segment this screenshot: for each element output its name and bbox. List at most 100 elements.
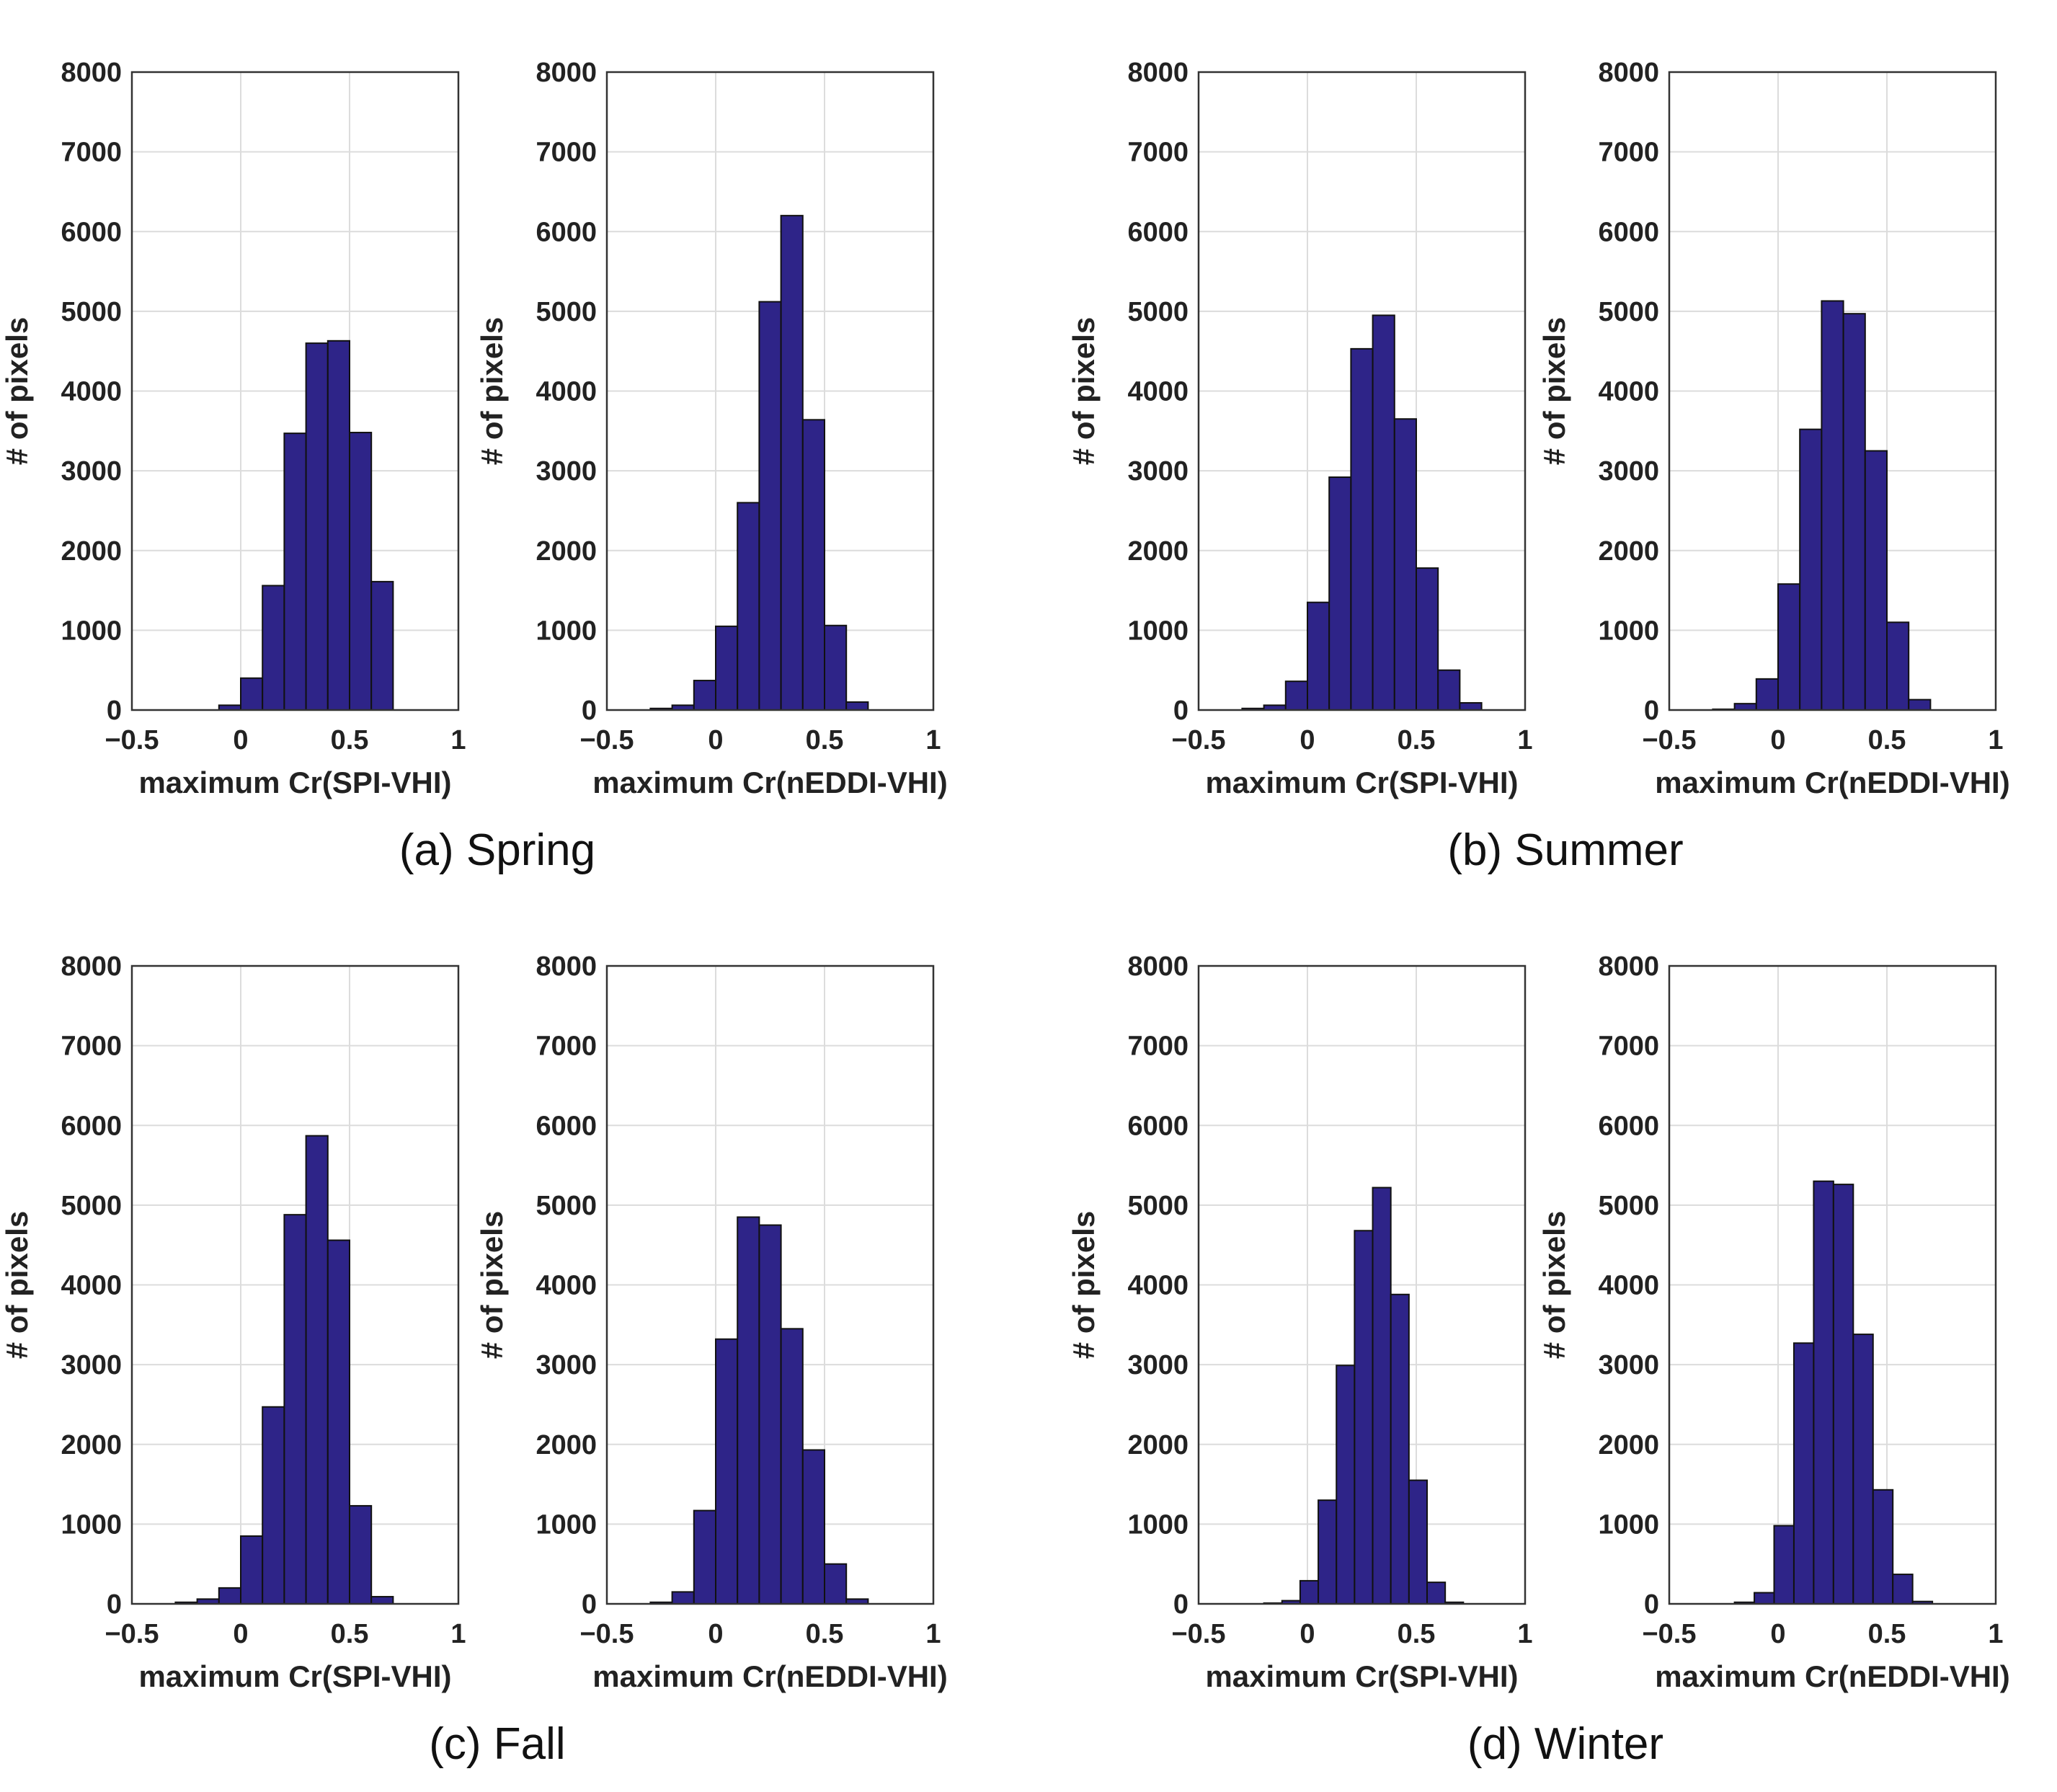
y-tick-label: 3000 (61, 456, 122, 487)
y-tick-label: 5000 (61, 1191, 122, 1221)
x-tick-label: 1 (1517, 1619, 1532, 1649)
x-tick-label: 1 (1988, 1619, 2003, 1649)
y-tick-label: 7000 (61, 1032, 122, 1062)
y-tick-label: 6000 (61, 1111, 122, 1141)
histogram-bar (1872, 1489, 1894, 1605)
plot-frame (130, 71, 460, 711)
histogram-bar (1777, 583, 1801, 711)
y-tick-label: 1000 (536, 616, 597, 646)
histogram-bar (1284, 680, 1309, 711)
histogram-bar (780, 1328, 804, 1605)
y-tick-label: 2000 (1127, 536, 1189, 567)
histogram-bar (1372, 314, 1395, 711)
y-tick-label: 0 (582, 1589, 597, 1620)
y-tick-label: 6000 (1127, 217, 1189, 247)
y-tick-label: 5000 (61, 297, 122, 327)
x-tick-label: 1 (925, 725, 941, 755)
histogram-bar (1799, 428, 1823, 711)
x-tick-label: 0 (233, 1619, 248, 1649)
y-tick-label: 3000 (1598, 456, 1659, 487)
histogram-bar (693, 1509, 716, 1605)
y-tick-label: 0 (107, 696, 122, 726)
y-tick-label: 6000 (61, 217, 122, 247)
y-tick-label: 4000 (61, 1271, 122, 1301)
x-tick-label: 1 (450, 725, 466, 755)
histogram-bar (1437, 669, 1461, 711)
y-tick-label: 7000 (536, 1032, 597, 1062)
histogram-bar (1318, 1499, 1338, 1605)
x-tick-label: −0.5 (105, 725, 159, 755)
y-axis-label: # of pixels (1067, 317, 1101, 465)
x-tick-label: −0.5 (1642, 725, 1696, 755)
plot-frame (1197, 964, 1527, 1605)
y-tick-label: 7000 (1127, 138, 1189, 168)
y-tick-label: 3000 (536, 456, 597, 487)
y-axis-label: # of pixels (1537, 317, 1571, 465)
y-tick-label: 7000 (1598, 138, 1659, 168)
y-tick-label: 7000 (1598, 1032, 1659, 1062)
histogram-bar (1408, 1479, 1429, 1605)
x-tick-label: 0 (708, 725, 723, 755)
x-tick-label: 0.5 (806, 1619, 844, 1649)
histogram-bar (370, 580, 394, 711)
histogram-bar (370, 1596, 394, 1605)
y-tick-label: 6000 (536, 217, 597, 247)
y-tick-label: 4000 (1598, 377, 1659, 407)
y-tick-label: 8000 (61, 952, 122, 982)
histogram-bar (240, 677, 264, 711)
histogram-bar (1459, 702, 1483, 711)
x-axis-label: maximum Cr(SPI-VHI) (138, 766, 451, 799)
y-tick-label: 0 (1173, 696, 1189, 726)
plot-frame (1668, 71, 1997, 711)
histogram-bar (1821, 300, 1844, 711)
y-tick-label: 2000 (61, 536, 122, 567)
y-tick-label: 4000 (1127, 1271, 1189, 1301)
y-tick-label: 8000 (536, 952, 597, 982)
y-tick-label: 5000 (1127, 1191, 1189, 1221)
x-tick-label: 0.5 (806, 725, 844, 755)
x-tick-label: 0.5 (331, 725, 369, 755)
histogram-bar (780, 215, 804, 711)
y-tick-label: 1000 (536, 1509, 597, 1540)
histogram-bar (824, 1563, 848, 1605)
y-tick-label: 1000 (1598, 1509, 1659, 1540)
histogram-bar (240, 1535, 264, 1605)
histogram-bar (262, 585, 285, 711)
x-tick-label: −0.5 (1171, 1619, 1225, 1649)
x-tick-label: 1 (1517, 725, 1532, 755)
x-tick-label: 0 (1299, 1619, 1315, 1649)
y-axis-label: # of pixels (1537, 1211, 1571, 1359)
x-tick-label: −0.5 (1642, 1619, 1696, 1649)
histogram-bar (715, 1338, 739, 1605)
histogram-bar (305, 342, 329, 711)
y-tick-label: 2000 (1127, 1430, 1189, 1460)
x-tick-label: −0.5 (579, 1619, 634, 1649)
x-tick-label: 0 (1770, 725, 1785, 755)
x-axis-label: maximum Cr(nEDDI-VHI) (592, 1659, 947, 1693)
x-tick-label: 1 (925, 1619, 941, 1649)
y-tick-label: 7000 (536, 138, 597, 168)
histogram-bar (758, 301, 782, 711)
histogram-bar (1792, 1342, 1815, 1605)
y-tick-label: 8000 (61, 58, 122, 88)
y-axis-label: # of pixels (475, 1211, 509, 1359)
y-tick-label: 4000 (536, 1271, 597, 1301)
y-tick-label: 7000 (1127, 1032, 1189, 1062)
y-axis-label: # of pixels (475, 317, 509, 465)
y-tick-label: 1000 (61, 616, 122, 646)
y-tick-label: 2000 (536, 536, 597, 567)
y-tick-label: 6000 (1127, 1111, 1189, 1141)
histogram-bar (1307, 601, 1330, 711)
y-tick-label: 0 (1173, 1589, 1189, 1620)
x-tick-label: 0.5 (331, 1619, 369, 1649)
histogram-bar (824, 624, 848, 711)
y-tick-label: 2000 (1598, 536, 1659, 567)
y-tick-label: 2000 (1598, 1430, 1659, 1460)
histogram-bar (349, 432, 373, 711)
x-tick-label: −0.5 (105, 1619, 159, 1649)
plot-frame (130, 964, 460, 1605)
